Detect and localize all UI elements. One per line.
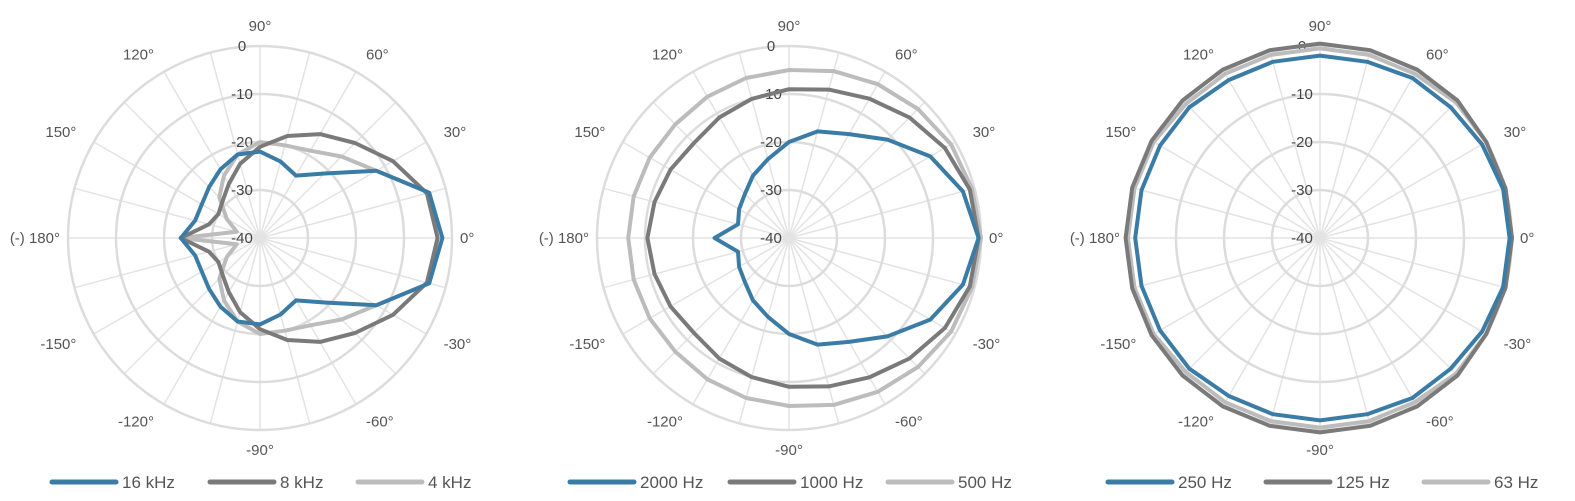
grid-ring [643,92,935,384]
legend-label: 500 Hz [958,473,1012,492]
legend-label: 8 kHz [280,473,323,492]
angle-label: -150° [569,336,605,353]
angle-label: 120° [123,46,154,63]
angle-label: 60° [895,46,918,63]
angle-label: -60° [895,414,923,431]
series-line-250-hz [1133,53,1512,423]
ring-label: -30 [231,182,253,199]
angle-label: -90° [775,442,803,459]
angle-label: -30° [444,336,472,353]
angle-label: 0° [989,230,1003,247]
angle-label: 30° [444,124,467,141]
angle-label: -30° [1504,336,1532,353]
angle-label: -90° [1306,442,1334,459]
legend-item-2000-hz[interactable]: 2000 Hz [567,473,703,492]
angle-label: -150° [1100,336,1136,353]
polar-grid [1126,44,1514,432]
polar-grid [595,44,983,432]
angle-label: -60° [1426,414,1454,431]
polar-grid [66,44,454,432]
legend-label: 16 kHz [122,473,175,492]
angle-label: 60° [366,46,389,63]
ring-label: -30 [1291,182,1313,199]
angle-label: 90° [1309,18,1332,35]
series-line-500-hz [626,68,983,408]
angle-label: -120° [118,414,154,431]
ring-label: 0 [767,38,775,55]
chart-legend: 2000 Hz 1000 Hz 500 Hz [567,473,1012,492]
angle-label: 60° [1426,46,1449,63]
angle-label: -120° [647,414,683,431]
angle-label: -120° [1178,414,1214,431]
legend-label: 4 kHz [428,473,471,492]
legend-label: 63 Hz [1494,473,1538,492]
grid-ring [739,188,839,288]
legend-label: 125 Hz [1336,473,1390,492]
angle-label: -60° [366,414,394,431]
grid-ring [1270,188,1370,288]
series-line-16-khz [178,149,445,327]
series-line-63-hz [1126,46,1514,430]
grid-ring [114,92,406,384]
legend-item-4-khz[interactable]: 4 kHz [355,473,471,492]
legend-item-8-khz[interactable]: 8 kHz [207,473,323,492]
legend-label: 250 Hz [1178,473,1232,492]
legend-label: 1000 Hz [800,473,863,492]
angle-label: (-) 180° [539,230,589,247]
angle-label: 90° [778,18,801,35]
legend-item-16-khz[interactable]: 16 kHz [49,473,175,492]
angle-label: -90° [246,442,274,459]
legend-item-500-hz[interactable]: 500 Hz [885,473,1012,492]
grid-ring [1174,92,1466,384]
angle-label: 120° [1183,46,1214,63]
legend-item-1000-hz[interactable]: 1000 Hz [727,473,863,492]
angle-label: -150° [40,336,76,353]
series-line-1000-hz [645,87,981,389]
polar-chart-low-frequencies: 0-10-20-30-4090°60°30°0°-30°-60°-90°-120… [1070,18,1539,492]
ring-label: -10 [1291,86,1313,103]
angle-label: 30° [973,124,996,141]
angle-label: 150° [1105,124,1136,141]
angle-label: 30° [1504,124,1527,141]
angle-label: 90° [249,18,272,35]
polar-chart-high-frequencies: 0-10-20-30-4090°60°30°0°-30°-60°-90°-120… [10,18,475,492]
chart-legend: 250 Hz 125 Hz 63 Hz [1105,473,1538,492]
angle-label: 0° [1520,230,1534,247]
ring-label: 0 [238,38,246,55]
angle-label: -30° [973,336,1001,353]
polar-chart-mid-frequencies: 0-10-20-30-4090°60°30°0°-30°-60°-90°-120… [539,18,1012,492]
legend-label: 2000 Hz [640,473,703,492]
angle-label: 150° [45,124,76,141]
ring-label: -10 [231,86,253,103]
angle-label: (-) 180° [1070,230,1120,247]
grid-ring [210,188,310,288]
angle-label: 150° [574,124,605,141]
angle-label: 120° [652,46,683,63]
legend-item-63-hz[interactable]: 63 Hz [1421,473,1538,492]
ring-label: -40 [760,230,782,247]
legend-item-250-hz[interactable]: 250 Hz [1105,473,1232,492]
grid-ring [1222,140,1418,336]
series-line-2000-hz [712,129,981,347]
grid-ring [66,44,454,432]
legend-item-125-hz[interactable]: 125 Hz [1263,473,1390,492]
angle-label: 0° [460,230,474,247]
series-line-125-hz [1123,41,1514,435]
ring-label: -20 [1291,134,1313,151]
angle-label: (-) 180° [10,230,60,247]
ring-label: -40 [1291,230,1313,247]
chart-legend: 16 kHz 8 kHz 4 kHz [49,473,471,492]
ring-label: -20 [760,134,782,151]
ring-label: -30 [760,182,782,199]
